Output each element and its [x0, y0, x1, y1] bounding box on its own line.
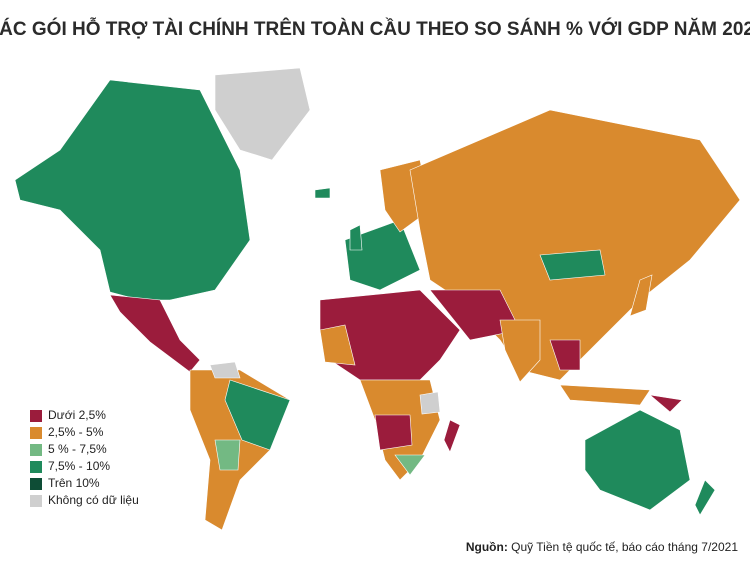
legend-label: 2,5% - 5% [48, 425, 104, 439]
region [394, 454, 426, 476]
region [539, 249, 606, 281]
legend: Dưới 2,5% 2,5% - 5% 5 % - 7,5% 7,5% - 10% Tr… [30, 408, 139, 507]
legend-label: 7,5% - 10% [48, 459, 110, 473]
legend-label: Không có dữ liệu [48, 493, 139, 507]
region [349, 224, 363, 251]
legend-swatch [30, 427, 42, 439]
region [559, 384, 651, 406]
regions [14, 67, 741, 531]
source-text: Quỹ Tiền tệ quốc tế, báo cáo tháng 7/202… [511, 540, 738, 554]
region [629, 274, 653, 317]
region [224, 379, 291, 451]
region [109, 294, 201, 373]
legend-swatch [30, 410, 42, 422]
legend-swatch [30, 444, 42, 456]
region [584, 409, 691, 511]
legend-label: Trên 10% [48, 476, 100, 490]
region [209, 361, 241, 379]
title: CÁC GÓI HỖ TRỢ TÀI CHÍNH TRÊN TOÀN CẦU T… [0, 18, 750, 40]
source: Nguồn: Quỹ Tiền tệ quốc tế, báo cáo thán… [466, 540, 738, 554]
region [14, 79, 251, 301]
source-label: Nguồn: [466, 540, 508, 554]
region [344, 219, 421, 291]
region [319, 324, 356, 366]
region [499, 319, 541, 383]
legend-label: Dưới 2,5% [48, 408, 106, 422]
region [409, 109, 741, 381]
region [374, 414, 413, 451]
legend-swatch [30, 478, 42, 490]
region [419, 391, 441, 415]
legend-swatch [30, 495, 42, 507]
region [549, 339, 581, 371]
region [694, 479, 716, 516]
region [648, 394, 683, 413]
region [443, 419, 461, 453]
region [214, 67, 311, 161]
legend-swatch [30, 461, 42, 473]
region [214, 439, 241, 471]
region [314, 187, 331, 199]
legend-label: 5 % - 7,5% [48, 442, 107, 456]
